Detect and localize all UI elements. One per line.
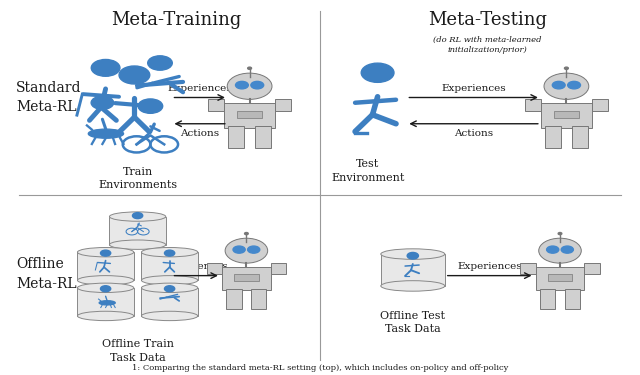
Circle shape	[92, 60, 120, 76]
Bar	[584, 263, 600, 274]
Bar	[207, 263, 222, 274]
Text: Experiences: Experiences	[164, 262, 228, 271]
Bar	[525, 99, 541, 111]
Ellipse shape	[381, 249, 445, 259]
Text: Test
Environment: Test Environment	[332, 159, 404, 183]
Bar	[381, 254, 445, 286]
Text: Meta-Training: Meta-Training	[111, 11, 241, 29]
Text: Experiences: Experiences	[442, 84, 506, 93]
Ellipse shape	[77, 283, 134, 292]
Circle shape	[236, 81, 248, 89]
Ellipse shape	[77, 276, 134, 285]
Bar	[275, 99, 291, 111]
Text: 1: Comparing the standard meta-RL setting (top), which includes on-policy and of: 1: Comparing the standard meta-RL settin…	[132, 364, 508, 372]
Bar	[540, 289, 555, 309]
Circle shape	[552, 81, 565, 89]
Bar	[252, 289, 266, 309]
Text: Experiences: Experiences	[458, 262, 522, 271]
Bar	[227, 289, 241, 309]
Text: Standard
Meta-RL: Standard Meta-RL	[16, 81, 81, 114]
Circle shape	[164, 286, 175, 292]
Bar	[141, 252, 198, 280]
Bar	[565, 289, 580, 309]
Circle shape	[361, 63, 394, 82]
Text: Offline Train
Task Data: Offline Train Task Data	[102, 339, 173, 363]
Circle shape	[100, 250, 111, 256]
Bar	[208, 99, 224, 111]
Circle shape	[539, 238, 581, 263]
Text: Offline
Meta-RL: Offline Meta-RL	[16, 257, 77, 291]
Text: Experiences: Experiences	[168, 84, 232, 93]
Circle shape	[251, 81, 264, 89]
Bar	[109, 217, 166, 245]
Circle shape	[100, 286, 111, 292]
Ellipse shape	[558, 232, 562, 235]
Bar	[548, 274, 572, 281]
Circle shape	[132, 213, 143, 219]
Ellipse shape	[141, 248, 198, 257]
Ellipse shape	[77, 311, 134, 321]
Circle shape	[164, 250, 175, 256]
Text: Actions: Actions	[180, 129, 220, 138]
Bar	[77, 288, 134, 316]
Ellipse shape	[109, 212, 166, 221]
Text: (do RL with meta-learned
initialization/prior): (do RL with meta-learned initialization/…	[433, 36, 542, 54]
Ellipse shape	[564, 67, 568, 69]
Bar	[141, 288, 198, 316]
Ellipse shape	[99, 301, 115, 305]
Ellipse shape	[77, 248, 134, 257]
Circle shape	[225, 238, 268, 263]
Circle shape	[233, 246, 245, 253]
Circle shape	[148, 56, 172, 70]
Circle shape	[227, 73, 272, 99]
Circle shape	[138, 99, 163, 113]
Circle shape	[544, 73, 589, 99]
Text: Offline Test
Task Data: Offline Test Task Data	[380, 311, 445, 334]
Circle shape	[119, 66, 150, 84]
Ellipse shape	[141, 276, 198, 285]
Text: Train
Environments: Train Environments	[98, 167, 177, 190]
Ellipse shape	[141, 283, 198, 292]
Bar	[572, 126, 588, 148]
Text: Actions: Actions	[454, 129, 493, 138]
Bar	[592, 99, 608, 111]
Bar	[554, 111, 579, 118]
Ellipse shape	[244, 232, 248, 235]
Ellipse shape	[141, 311, 198, 321]
Bar	[520, 263, 536, 274]
Bar	[234, 274, 259, 281]
Bar	[255, 126, 271, 148]
Ellipse shape	[88, 129, 124, 138]
Circle shape	[91, 96, 114, 109]
Bar	[545, 126, 561, 148]
Bar	[541, 103, 592, 128]
Ellipse shape	[109, 240, 166, 249]
Bar	[77, 252, 134, 280]
Circle shape	[568, 81, 580, 89]
Bar	[237, 111, 262, 118]
Bar	[228, 126, 244, 148]
Text: Meta-Testing: Meta-Testing	[428, 11, 547, 29]
Circle shape	[407, 252, 419, 259]
Bar	[222, 267, 271, 290]
Bar	[536, 267, 584, 290]
Bar	[224, 103, 275, 128]
Ellipse shape	[381, 280, 445, 291]
Circle shape	[561, 246, 573, 253]
Circle shape	[248, 246, 260, 253]
Circle shape	[547, 246, 559, 253]
Bar	[271, 263, 286, 274]
Ellipse shape	[248, 67, 252, 69]
